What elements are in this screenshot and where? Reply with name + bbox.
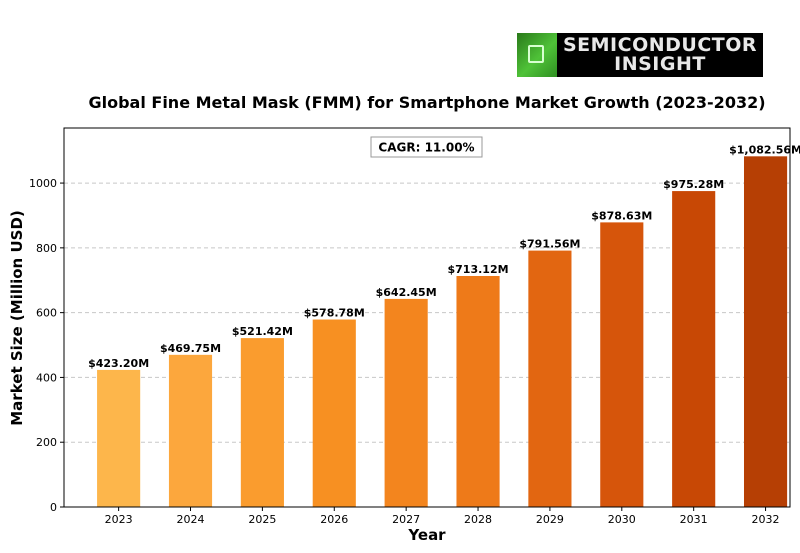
chart-title: Global Fine Metal Mask (FMM) for Smartph… xyxy=(88,93,766,112)
chip-icon xyxy=(517,33,557,77)
bar-2023 xyxy=(97,369,141,507)
data-label-2026: $578.78M xyxy=(304,307,365,320)
brand-logo-line2: INSIGHT xyxy=(614,53,706,75)
cagr-box xyxy=(370,136,483,158)
brand-logo: SEMICONDUCTOR INSIGHT xyxy=(517,33,763,77)
x-tick-label: 2023 xyxy=(105,513,133,526)
y-tick-label: 400 xyxy=(36,371,57,384)
y-tick-label: 600 xyxy=(36,307,57,320)
y-tick-label: 200 xyxy=(36,436,57,449)
plot-frame xyxy=(63,127,791,508)
x-tick-label: 2024 xyxy=(177,513,205,526)
data-label-2030: $878.63M xyxy=(591,209,652,222)
cagr-annotation: CAGR: 11.00% xyxy=(370,136,483,158)
bar-2030 xyxy=(600,222,644,507)
bar-2031 xyxy=(672,191,716,507)
bar-2028 xyxy=(456,275,500,507)
data-label-2023: $423.20M xyxy=(88,357,149,370)
bar-2027 xyxy=(384,298,428,507)
y-tick-label: 0 xyxy=(50,501,57,514)
x-tick-label: 2025 xyxy=(248,513,276,526)
data-label-2028: $713.12M xyxy=(448,263,509,276)
axes: 0 200 400 600 800 1000 2023 2024 2025 2026 2027 202… xyxy=(29,177,780,526)
bar-2025 xyxy=(240,338,284,507)
data-label-2027: $642.45M xyxy=(376,286,437,299)
bar-2026 xyxy=(312,319,356,507)
x-tick-label: 2027 xyxy=(392,513,420,526)
data-label-2032: $1,082.56M xyxy=(729,143,800,156)
brand-logo-line1: SEMICONDUCTOR xyxy=(562,34,758,56)
data-label-2024: $469.75M xyxy=(160,342,221,355)
bar-2024 xyxy=(168,354,213,507)
bar-data-labels: $423.20M $469.75M $521.42M $578.78M $642.45M… xyxy=(88,143,800,370)
x-tick-label: 2028 xyxy=(464,513,492,526)
bars xyxy=(97,156,788,507)
x-tick-label: 2029 xyxy=(536,513,564,526)
x-tick-label: 2026 xyxy=(320,513,348,526)
data-label-2025: $521.42M xyxy=(232,325,293,338)
cagr-label: CAGR: 11.00% xyxy=(378,141,474,155)
brand-logo-text: SEMICONDUCTOR INSIGHT xyxy=(557,36,763,74)
y-tick-label: 1000 xyxy=(29,177,57,190)
data-label-2029: $791.56M xyxy=(519,238,580,251)
bar-2029 xyxy=(528,250,572,507)
data-label-2031: $975.28M xyxy=(663,178,724,191)
x-tick-label: 2031 xyxy=(680,513,708,526)
y-tick-label: 800 xyxy=(36,242,57,255)
bar-2032 xyxy=(743,156,788,507)
y-axis-title: Market Size (Million USD) xyxy=(8,210,26,426)
x-tick-label: 2030 xyxy=(608,513,636,526)
x-tick-label: 2032 xyxy=(752,513,780,526)
x-axis-title: Year xyxy=(407,526,446,544)
